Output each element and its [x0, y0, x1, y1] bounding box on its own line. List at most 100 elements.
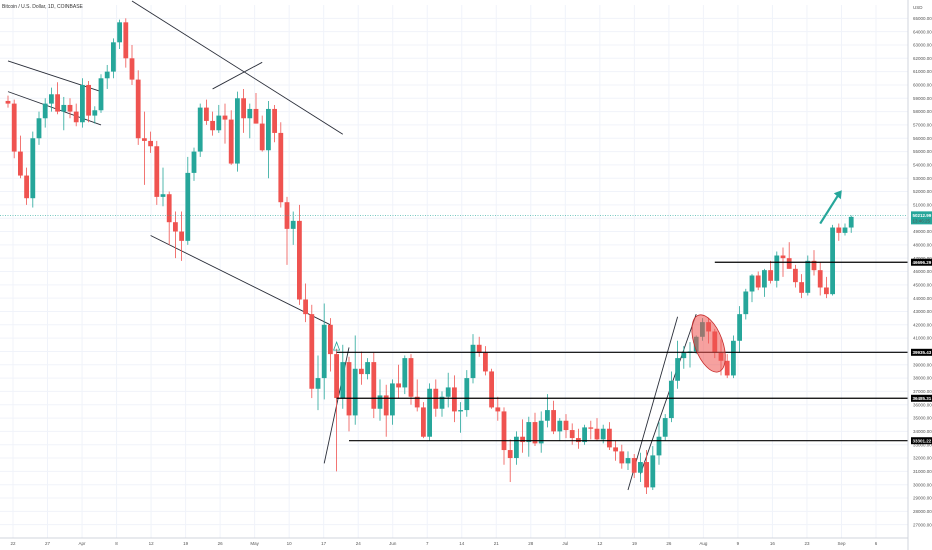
candle-body [402, 358, 408, 388]
marker-triangle [333, 340, 341, 351]
trendline [7, 91, 102, 126]
candle-body [55, 94, 60, 112]
current-price-tag-label: 50212.99 [913, 213, 932, 218]
candle-body [675, 358, 680, 381]
candle-body [743, 291, 749, 315]
candle-body [607, 428, 612, 448]
grid-lines [0, 5, 908, 538]
candle-body [545, 410, 550, 421]
candle-body [737, 314, 742, 341]
trendline [212, 61, 263, 90]
candle-body [563, 420, 569, 431]
x-tick-label: 26 [218, 541, 224, 546]
candle-body [210, 120, 215, 131]
x-tick-label: 16 [770, 541, 776, 546]
candle-body [297, 220, 302, 300]
candle-body [135, 79, 141, 139]
candle-body [538, 420, 544, 444]
x-tick-label: 26 [666, 541, 672, 546]
y-tick-label: 54000.00 [913, 163, 932, 168]
candle-body [24, 175, 29, 199]
candle-body [396, 383, 401, 388]
candle-body [836, 227, 842, 233]
y-tick-label: 27000.00 [913, 522, 932, 527]
candle-body [805, 260, 811, 293]
candle-body [526, 422, 532, 443]
candle-body [49, 94, 54, 104]
candle-body [551, 410, 556, 432]
candle-body [439, 396, 445, 409]
trendline [131, 0, 344, 135]
x-tick-label: 6 [875, 541, 878, 546]
candle-body [290, 220, 296, 229]
candle-body [669, 380, 674, 419]
highlight-ellipse [691, 314, 726, 373]
candle-body [359, 368, 364, 375]
y-axis: 27000.00 28000.00 29000.00 30000.00 31000.00… [907, 0, 932, 550]
y-tick-label: 45000.00 [913, 282, 932, 287]
x-tick-label: 19 [632, 541, 638, 546]
x-tick-label: 22 [10, 541, 16, 546]
candle-body [650, 455, 656, 488]
candle-body [458, 410, 463, 412]
candle-body [123, 22, 129, 59]
candle-body [73, 111, 79, 123]
y-tick-label: 47000.00 [913, 256, 932, 261]
level-price-tag-label: 36485.31 [913, 396, 932, 401]
candle-body [371, 362, 377, 409]
candle-body [830, 227, 835, 295]
candle-body [507, 450, 513, 459]
x-tick-label: 28 [528, 541, 534, 546]
y-tick-label: 60000.00 [913, 83, 932, 88]
candle-body [309, 314, 315, 389]
candle-body [582, 427, 587, 443]
x-tick-label: 24 [356, 541, 362, 546]
level-price-tag-label: 39935.43 [913, 350, 932, 355]
candle-body [569, 430, 575, 439]
x-tick-label: 10 [287, 541, 293, 546]
candle-body [483, 352, 488, 372]
y-tick-label: 48000.00 [913, 242, 932, 247]
x-tick-label: 23 [804, 541, 810, 546]
y-tick-label: 34000.00 [913, 429, 932, 434]
y-tick-label: 38000.00 [913, 376, 932, 381]
y-tick-label: 59000.00 [913, 96, 932, 101]
y-tick-label: 42000.00 [913, 322, 932, 327]
candle-body [204, 107, 209, 121]
candle-body [520, 436, 525, 443]
candle-body [18, 151, 23, 176]
candle-body [173, 222, 178, 232]
trendline [639, 313, 697, 475]
x-tick-label: 12 [149, 541, 155, 546]
candle-body [749, 275, 755, 292]
candle-body [11, 103, 17, 152]
candle-body [532, 422, 538, 444]
candle-body [576, 438, 581, 443]
chart-title: Bitcoin / U.S. Dollar, 1D, COINBASE [2, 4, 84, 10]
candle-body [390, 383, 395, 416]
candle-body [681, 352, 687, 359]
candle-body [848, 216, 854, 228]
y-tick-label: 51000.00 [913, 202, 932, 207]
candle-body [92, 110, 98, 116]
level-price-tag-label: 33301.22 [913, 438, 932, 443]
x-axis: 22 27 Apr 8 12 19 26 May 10 17 24 Jun 7 14 21 28 Jul 12 19… [0, 537, 908, 546]
candle-body [303, 299, 308, 315]
y-tick-label: 35000.00 [913, 416, 932, 421]
candle-body [768, 270, 773, 281]
candle-body [452, 387, 457, 412]
candle-body [644, 462, 649, 488]
candle-body [594, 428, 600, 440]
candle-body [321, 324, 327, 379]
candle-body [272, 108, 277, 133]
candle-body [340, 362, 346, 399]
candle-body [613, 447, 618, 452]
y-tick-label: 29000.00 [913, 496, 932, 501]
candle-body [67, 104, 73, 112]
y-tick-label: 56000.00 [913, 136, 932, 141]
candle-body [154, 146, 160, 197]
candle-body [495, 407, 501, 412]
candle-body [514, 436, 519, 459]
candle-body [247, 108, 253, 119]
candle-body [142, 138, 147, 141]
